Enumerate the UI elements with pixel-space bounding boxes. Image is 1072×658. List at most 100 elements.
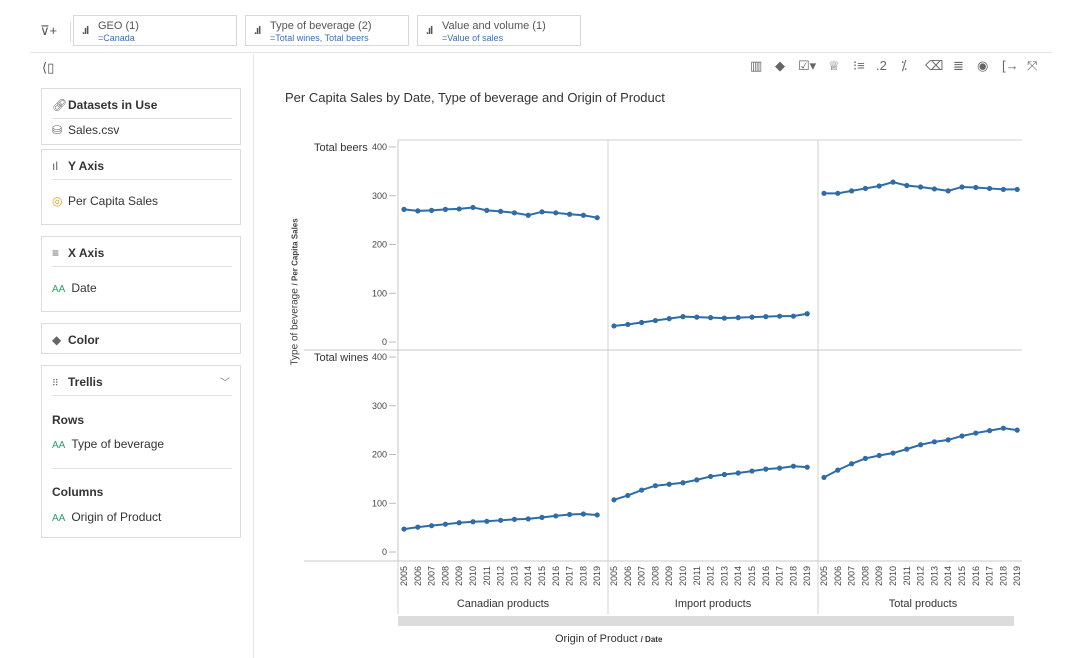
data-point bbox=[959, 184, 965, 190]
divider bbox=[52, 395, 232, 396]
x-axis-field[interactable]: AA Date bbox=[52, 281, 97, 295]
x-tick-label: 2019 bbox=[802, 566, 812, 586]
data-point bbox=[456, 206, 462, 212]
series-line bbox=[823, 427, 1018, 479]
data-point bbox=[890, 450, 896, 456]
data-point bbox=[973, 184, 979, 191]
percent-icon[interactable]: ⁒ bbox=[901, 58, 907, 73]
x-tick-label: 2012 bbox=[496, 566, 506, 586]
x-tick-label: 2017 bbox=[775, 566, 785, 586]
data-point bbox=[511, 516, 517, 522]
filter-chip-geo[interactable]: .ıl GEO (1) =Canada bbox=[73, 15, 237, 46]
data-point bbox=[567, 211, 573, 217]
x-tick-label: 2012 bbox=[706, 566, 716, 586]
horizontal-scrollbar[interactable] bbox=[398, 616, 1014, 626]
divider bbox=[70, 22, 71, 42]
data-point bbox=[1014, 186, 1020, 193]
data-point bbox=[735, 315, 741, 321]
data-point bbox=[594, 215, 600, 221]
color-card[interactable]: ◆ Color bbox=[41, 323, 241, 354]
number-format-icon[interactable]: .2 bbox=[876, 58, 887, 73]
x-tick-label: 2007 bbox=[427, 566, 437, 586]
x-tick-label: 2019 bbox=[1012, 566, 1022, 586]
data-point bbox=[639, 487, 645, 493]
filter-chip-value: =Canada bbox=[98, 33, 135, 43]
paint-bucket-icon[interactable]: ◆ bbox=[775, 58, 785, 73]
data-point bbox=[611, 323, 617, 329]
x-tick-label: 2018 bbox=[998, 566, 1008, 586]
export-icon[interactable]: [→ bbox=[1002, 58, 1019, 73]
x-tick-label: 2005 bbox=[609, 566, 619, 586]
data-point bbox=[862, 185, 869, 192]
data-point bbox=[790, 463, 797, 469]
x-tick-label: 2014 bbox=[523, 566, 533, 586]
data-point bbox=[594, 512, 600, 518]
trellis-rows-field[interactable]: AA Type of beverage bbox=[52, 437, 165, 451]
x-tick-label: 2017 bbox=[565, 566, 575, 586]
data-point bbox=[790, 313, 797, 319]
x-tick-label: 2010 bbox=[888, 566, 898, 586]
trellis-rows-label: Rows bbox=[52, 413, 85, 427]
sort-icon[interactable]: ⁝≡ bbox=[853, 58, 865, 73]
data-point bbox=[567, 511, 573, 518]
fullscreen-icon[interactable]: ⤧ bbox=[1027, 58, 1038, 73]
data-point bbox=[749, 314, 755, 320]
edit-icon[interactable]: ☑▾ bbox=[798, 58, 817, 73]
data-point bbox=[918, 442, 924, 448]
x-tick-label: 2008 bbox=[440, 566, 450, 586]
collapse-panel-icon[interactable]: ⟨▯ bbox=[42, 60, 55, 75]
data-point bbox=[945, 437, 951, 443]
data-point bbox=[625, 492, 631, 499]
y-tick-label: 100 bbox=[372, 498, 387, 508]
data-point bbox=[525, 212, 531, 218]
filter-chip-beverage[interactable]: .ıl Type of beverage (2) =Total wines, T… bbox=[245, 15, 409, 46]
data-point bbox=[639, 319, 645, 326]
x-tick-label: 2009 bbox=[664, 566, 674, 586]
divider bbox=[52, 468, 232, 469]
dimension-icon: AA bbox=[52, 284, 66, 295]
divider bbox=[52, 266, 232, 267]
data-point bbox=[694, 477, 700, 483]
data-point bbox=[890, 179, 896, 185]
dataset-item[interactable]: ⛁ Sales.csv bbox=[52, 123, 120, 137]
y-axis-field[interactable]: ◎ Per Capita Sales bbox=[52, 194, 159, 208]
filter-chip-value-volume[interactable]: .ıl Value and volume (1) =Value of sales bbox=[417, 15, 581, 46]
x-tick-label: 2009 bbox=[874, 566, 884, 586]
y-tick-label: 200 bbox=[372, 450, 387, 460]
data-point bbox=[680, 480, 686, 486]
y-tick-label: 100 bbox=[372, 288, 387, 298]
data-point bbox=[987, 185, 993, 192]
x-tick-label: 2015 bbox=[747, 566, 757, 586]
x-tick-label: 2012 bbox=[916, 566, 926, 586]
data-point bbox=[931, 186, 938, 192]
y-tick-label: 0 bbox=[382, 337, 387, 347]
data-point bbox=[749, 468, 755, 474]
data-point bbox=[959, 433, 965, 439]
datasets-card: 🔗︎Datasets in Use ⛁ Sales.csv bbox=[41, 88, 241, 145]
trellis-columns-field[interactable]: AA Origin of Product bbox=[52, 510, 162, 524]
x-tick-label: 2008 bbox=[860, 566, 870, 586]
data-point bbox=[415, 208, 421, 214]
database-icon: ⛁ bbox=[52, 123, 63, 137]
eraser-icon[interactable]: ⌫ bbox=[925, 58, 944, 73]
bar-chart-icon: .ıl bbox=[254, 25, 261, 37]
filter-chip-title: Value and volume (1) bbox=[442, 20, 546, 32]
y-tick-label: 300 bbox=[372, 401, 387, 411]
data-point bbox=[876, 452, 882, 459]
filter-chip-value: =Value of sales bbox=[442, 33, 504, 43]
column-label: Import products bbox=[675, 598, 752, 610]
filter-add-icon[interactable]: ⊽+ bbox=[40, 23, 58, 38]
chart-type-icon[interactable]: ▥ bbox=[750, 58, 763, 73]
datasets-title: 🔗︎Datasets in Use bbox=[52, 98, 158, 112]
data-point bbox=[945, 188, 951, 194]
x-tick-label: 2009 bbox=[454, 566, 464, 586]
x-axis-label: Origin of Product / Date bbox=[555, 633, 663, 645]
eye-icon[interactable]: ◉ bbox=[977, 58, 989, 73]
dimension-icon: AA bbox=[52, 513, 66, 524]
data-point bbox=[708, 315, 714, 321]
data-point bbox=[987, 428, 993, 434]
align-icon[interactable]: ≣ bbox=[953, 58, 964, 73]
data-point bbox=[835, 467, 841, 473]
chevron-down-icon[interactable]: ﹀ bbox=[220, 378, 230, 389]
trophy-icon[interactable]: ♕ bbox=[828, 58, 840, 73]
